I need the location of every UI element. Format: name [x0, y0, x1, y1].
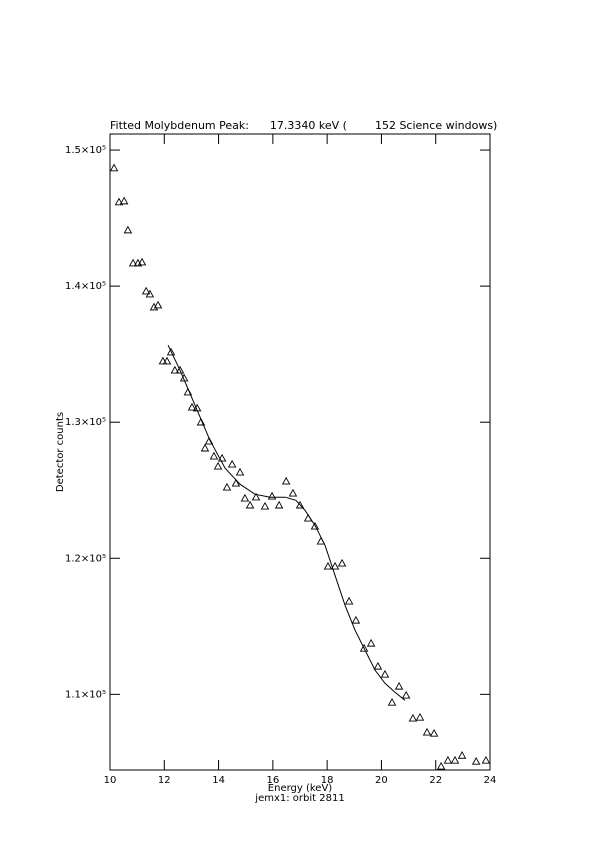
data-point [443, 755, 453, 764]
data-point [153, 300, 163, 309]
y-tick-label: 1.2×10⁵ [65, 553, 106, 564]
data-point [200, 443, 210, 452]
chart-title: Fitted Molybdenum Peak: 17.3340 keV ( 15… [110, 119, 497, 132]
data-point [187, 402, 197, 411]
data-point [175, 365, 185, 374]
x-tick-label: 14 [212, 775, 225, 786]
x-tick-label: 18 [321, 775, 334, 786]
data-point [192, 403, 202, 412]
data-point [316, 536, 326, 545]
data-point [481, 755, 491, 764]
data-point [240, 493, 250, 502]
data-point [408, 713, 418, 722]
data-point [366, 638, 376, 647]
data-point [267, 491, 277, 500]
data-point [231, 478, 241, 487]
y-axis-label: Detector counts [55, 412, 66, 492]
data-point [251, 492, 261, 501]
data-point [123, 225, 133, 234]
data-point [235, 467, 245, 476]
fit-line [167, 344, 406, 701]
data-point [222, 482, 232, 491]
data-point [137, 257, 147, 266]
data-point [196, 417, 206, 426]
data-point [213, 461, 223, 470]
data-point [310, 521, 320, 530]
data-point [359, 643, 369, 652]
data-point [373, 661, 383, 670]
data-point [429, 728, 439, 737]
data-point [204, 436, 214, 445]
x-tick-label: 22 [429, 775, 442, 786]
data-point [401, 690, 411, 699]
data-point [141, 286, 151, 295]
data-point [170, 365, 180, 374]
data-point [330, 561, 340, 570]
subtitle: jemx1: orbit 2811 [254, 793, 344, 804]
data-point [209, 451, 219, 460]
data-point [260, 501, 270, 510]
x-tick-label: 20 [375, 775, 388, 786]
data-point [128, 258, 138, 267]
data-point [217, 453, 227, 462]
data-point [351, 615, 361, 624]
y-tick-label: 1.1×10⁵ [65, 689, 106, 700]
data-point [337, 558, 347, 567]
data-point [109, 163, 119, 172]
data-point [303, 513, 313, 522]
y-tick-label: 1.4×10⁵ [65, 281, 106, 292]
y-tick-label: 1.3×10⁵ [65, 417, 106, 428]
data-point [166, 347, 176, 356]
data-point [245, 500, 255, 509]
data-point [183, 387, 193, 396]
x-tick-label: 10 [104, 775, 117, 786]
y-tick-label: 1.5×10⁵ [65, 145, 106, 156]
data-point [344, 596, 354, 605]
data-point [422, 727, 432, 736]
data-point [162, 356, 172, 365]
data-point [387, 697, 397, 706]
x-tick-label: 24 [484, 775, 497, 786]
data-point [436, 761, 446, 770]
data-point [274, 500, 284, 509]
data-point [471, 757, 481, 765]
x-tick-label: 12 [158, 775, 171, 786]
plot-frame [109, 133, 491, 771]
data-point [227, 459, 237, 468]
data-point [114, 197, 124, 206]
data-point [288, 488, 298, 497]
data-point [119, 196, 129, 205]
data-point [394, 681, 404, 690]
data-point [380, 669, 390, 678]
data-point [450, 755, 460, 764]
data-point [281, 476, 291, 485]
data-point [179, 373, 189, 382]
data-point [158, 356, 168, 365]
x-axis-label: Energy (keV) [268, 783, 333, 794]
data-point [145, 289, 155, 298]
x-tick-label: 16 [266, 775, 279, 786]
data-point [457, 751, 467, 759]
data-point [323, 561, 333, 570]
data-point [295, 500, 305, 509]
data-point [415, 712, 425, 721]
